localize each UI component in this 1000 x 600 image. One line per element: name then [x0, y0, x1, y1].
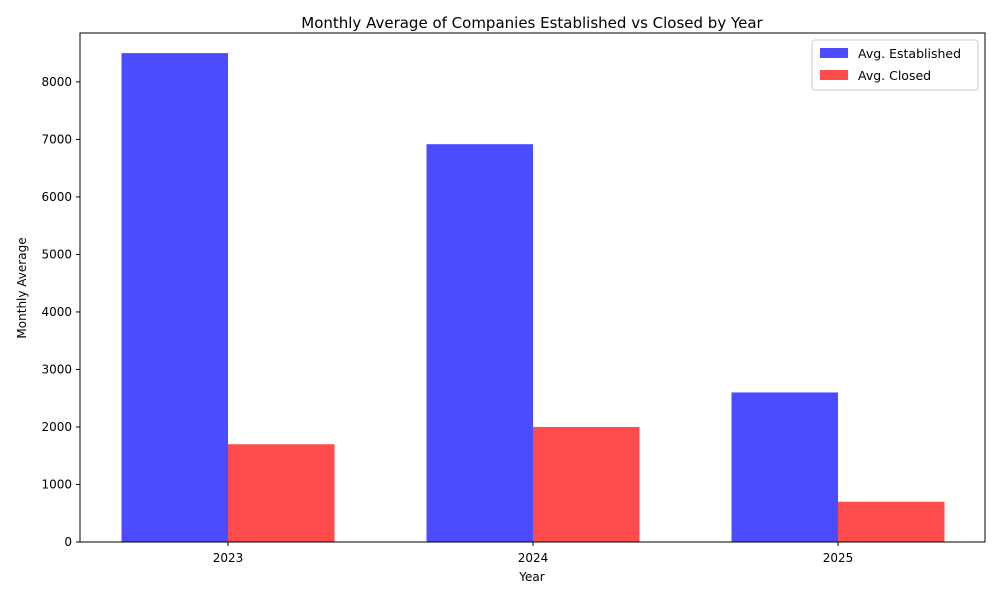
x-ticks-group: 2023 2024 2025	[213, 542, 854, 565]
legend-swatch-closed	[820, 70, 848, 80]
bars-group	[121, 53, 945, 542]
y-tick-label: 1000	[41, 477, 72, 491]
x-tick-label: 2023	[213, 551, 244, 565]
bar-avg-established-2025	[731, 392, 838, 542]
y-tick-label: 5000	[41, 247, 72, 261]
bar-avg-closed-2024	[533, 426, 640, 542]
y-tick-label: 4000	[41, 305, 72, 319]
legend-label-closed: Avg. Closed	[858, 68, 931, 83]
y-tick-label: 8000	[41, 75, 72, 89]
bar-avg-established-2024	[426, 144, 533, 542]
legend-label-established: Avg. Established	[858, 46, 961, 61]
x-tick-label: 2025	[823, 551, 854, 565]
y-tick-label: 3000	[41, 362, 72, 376]
legend-frame	[811, 39, 979, 91]
bar-avg-established-2023	[121, 53, 228, 542]
y-tick-label: 7000	[41, 132, 72, 146]
plot-frame	[79, 32, 986, 543]
x-tick-label: 2024	[518, 551, 549, 565]
legend-swatch-established	[820, 48, 848, 58]
chart-title: Monthly Average of Companies Established…	[301, 14, 763, 32]
y-axis-label: Monthly Average	[15, 237, 29, 338]
bar-avg-closed-2025	[838, 501, 945, 542]
x-axis-label: Year	[518, 570, 544, 584]
y-tick-label: 2000	[41, 420, 72, 434]
bar-avg-closed-2023	[228, 444, 335, 542]
y-tick-label: 0	[64, 535, 72, 549]
legend: Avg. Established Avg. Closed	[811, 39, 979, 91]
y-ticks-group: 0 1000 2000 3000 4000 5000 6000 7000 8000	[41, 75, 80, 549]
y-tick-label: 6000	[41, 190, 72, 204]
